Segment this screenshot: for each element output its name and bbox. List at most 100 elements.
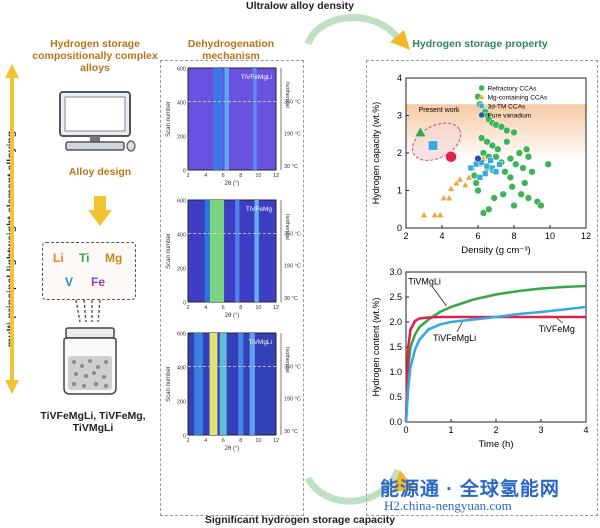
isothermal-label: Isothermal: [284, 347, 290, 373]
series-label: TiVFeMgLi: [433, 333, 476, 343]
x-tick-label: 4: [204, 438, 207, 444]
element-box: Li Ti Mg V Fe: [42, 242, 136, 300]
data-point: [490, 194, 498, 202]
element-li: Li: [53, 251, 64, 265]
data-point: [428, 140, 438, 151]
y-tick-label: 3: [397, 111, 402, 121]
data-point: [472, 179, 480, 187]
data-point: [519, 164, 527, 172]
data-point: [492, 153, 500, 161]
legend-entry: Pure vanadium: [488, 113, 532, 120]
alloys-text: TiVFeMgLi, TiVFeMg, TiVMgLi: [40, 410, 146, 434]
data-point: [510, 128, 518, 137]
line-frame: [405, 271, 587, 423]
heatmap-2: TiVMgLi 600 400 200 02 4 6 8 10 12 2θ (°) Scan numb…: [166, 332, 301, 453]
series-line: [404, 315, 586, 423]
data-point: [478, 111, 485, 119]
x-tick-label: 2: [186, 438, 189, 444]
x-tick-label: 4: [583, 425, 588, 435]
x-tick-label: 12: [273, 173, 279, 179]
data-point: [515, 149, 524, 157]
data-point: [420, 210, 428, 218]
y-axis-label: Hydrogen capacity (wt.%): [371, 102, 381, 205]
data-point: [503, 138, 511, 146]
diffraction-peak: [249, 333, 255, 435]
y-tick-label: 0: [183, 301, 186, 307]
data-point: [492, 168, 500, 175]
x-tick-label: 10: [545, 231, 555, 241]
data-point: [522, 145, 531, 153]
data-point: [488, 141, 497, 150]
y-tick-label: 400: [177, 101, 186, 107]
y-tick-label: 200: [177, 267, 186, 273]
series-line: [404, 305, 587, 423]
data-point: [456, 175, 464, 183]
y-axis-label: Scan number: [166, 233, 172, 269]
data-point: [501, 168, 509, 176]
data-point: [414, 126, 427, 138]
x-tick-label: 3: [538, 425, 543, 435]
y-tick-label: 600: [177, 67, 186, 73]
data-point: [485, 205, 493, 213]
data-point: [521, 179, 529, 187]
data-point: [510, 201, 518, 210]
data-point: [478, 103, 485, 109]
x-axis-label: Time (h): [478, 439, 513, 450]
y-axis-label: Scan number: [166, 366, 172, 402]
data-point: [517, 190, 525, 198]
data-point: [477, 134, 486, 142]
bottom-title: Significant hydrogen storage capacity: [204, 514, 396, 526]
label-pointer: [456, 321, 463, 333]
y-tick-label: 0: [183, 169, 186, 175]
y-tick-label: 1: [397, 186, 402, 196]
left-title: Hydrogen storage compositionally complex…: [32, 38, 158, 74]
y-tick-label: 200: [177, 135, 186, 141]
data-point: [489, 164, 496, 172]
y-axis-label: Hydrogen content (wt.%): [371, 297, 381, 396]
watermark-cn: 能源通 · 全球氢能网: [380, 479, 560, 500]
x-tick-label: 8: [239, 305, 242, 311]
data-point: [487, 157, 494, 164]
temperature-label: 190 °C: [284, 396, 301, 402]
x-tick-label: 6: [222, 173, 225, 179]
data-point: [467, 164, 474, 172]
x-tick-label: 6: [222, 305, 225, 311]
x-tick-label: 4: [439, 231, 444, 241]
x-tick-label: 4: [204, 305, 207, 311]
data-point: [478, 159, 485, 166]
diffraction-peak: [254, 200, 259, 302]
right-panel: [366, 60, 598, 516]
middle-panel: [160, 60, 304, 516]
data-point: [452, 179, 461, 186]
heatmap-area: [187, 199, 277, 303]
x-tick-label: 12: [581, 231, 591, 241]
diffraction-peak: [238, 333, 244, 435]
x-axis-label: Density (g cm⁻³): [461, 245, 530, 256]
data-point: [524, 194, 533, 202]
top-arrowhead: [390, 30, 410, 50]
watermark-en: H2.china-nengyuan.com: [384, 498, 512, 513]
y-tick-label: 3.0: [389, 267, 402, 277]
data-point: [474, 186, 482, 195]
data-point: [528, 168, 536, 176]
data-point: [483, 162, 491, 170]
line-chart: 0 1 2 3 4 0.0 0.5 1.0 1.5 2.0 2.5 3.0 Time (h) Hydrog…: [371, 267, 589, 450]
x-tick-label: 8: [239, 173, 242, 179]
element-v: V: [65, 275, 74, 289]
diffraction-peak: [224, 68, 229, 170]
y-axis-label: Scan number: [166, 101, 172, 137]
y-tick-label: 600: [177, 199, 186, 205]
data-point: [439, 194, 448, 201]
legend-entry: 3d-TM CCAs: [488, 104, 526, 111]
diffraction-peak: [219, 333, 227, 435]
data-point: [478, 84, 485, 92]
x-axis-label: 2θ (°): [225, 446, 240, 452]
y-tick-label: 0.5: [389, 392, 402, 402]
x-axis-label: 2θ (°): [225, 181, 240, 187]
x-tick-label: 2: [186, 305, 189, 311]
temperature-label: 350 °C: [284, 100, 301, 106]
y-tick-label: 0.0: [389, 417, 402, 427]
data-point: [447, 184, 455, 192]
data-point: [445, 194, 454, 201]
data-point: [508, 183, 516, 191]
